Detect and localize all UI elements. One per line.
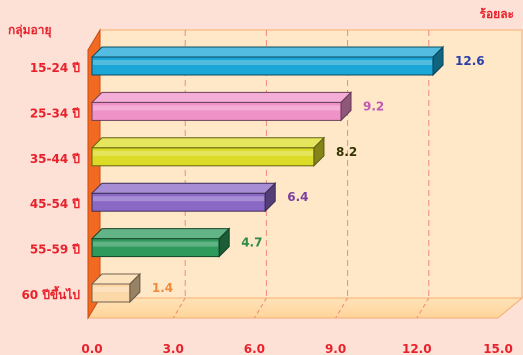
bar-highlight xyxy=(93,105,341,111)
category-label: 15-24 ปี xyxy=(30,61,81,75)
tick-label: 9.0 xyxy=(325,342,346,355)
tick-label: 12.0 xyxy=(402,342,432,355)
gridline-floor xyxy=(416,297,430,319)
bar xyxy=(90,272,142,304)
bar-top xyxy=(90,46,445,58)
bar-front xyxy=(91,56,434,76)
bar-front xyxy=(91,283,131,303)
bar-top xyxy=(90,91,353,103)
bar xyxy=(90,227,231,258)
bar-end xyxy=(340,91,352,122)
bar-top xyxy=(90,137,326,149)
bar-end xyxy=(129,272,141,304)
bar-front xyxy=(91,192,266,212)
bar-end xyxy=(218,227,230,258)
bar-end xyxy=(432,45,444,77)
data-label: 1.4 xyxy=(152,281,173,295)
tick-label: 6.0 xyxy=(244,342,265,355)
bar-highlight xyxy=(93,150,313,156)
bar-highlight xyxy=(93,287,129,292)
category-label: 25-34 ปี xyxy=(30,106,81,120)
bar-end xyxy=(264,181,276,213)
y-axis-title: กลุ่มอายุ xyxy=(8,23,52,38)
data-label: 8.2 xyxy=(336,145,357,159)
category-label: 45-54 ปี xyxy=(30,197,81,211)
x-axis-title: ร้อยละ xyxy=(480,7,514,21)
category-label: 60 ปีขึ้นไป xyxy=(21,285,80,302)
data-label: 9.2 xyxy=(363,99,384,113)
bar xyxy=(90,45,445,77)
plot-floor xyxy=(87,297,523,319)
bar-highlight xyxy=(93,60,433,65)
category-label: 35-44 ปี xyxy=(30,152,81,166)
bar-highlight xyxy=(93,241,219,247)
bar xyxy=(90,91,353,122)
gridline-floor xyxy=(335,297,349,319)
tick-label: 15.0 xyxy=(483,342,513,355)
gridline-floor xyxy=(172,297,186,319)
bar-front xyxy=(91,147,315,167)
bar xyxy=(90,181,277,213)
category-label: 55-59 ปี xyxy=(30,243,81,257)
data-label: 12.6 xyxy=(455,54,485,68)
gridline-floor xyxy=(253,297,267,319)
bar-front xyxy=(91,238,220,258)
tick-label: 3.0 xyxy=(163,342,184,355)
bar-highlight xyxy=(93,196,265,202)
data-label: 4.7 xyxy=(241,236,262,250)
bar-end xyxy=(313,136,325,168)
bar-front xyxy=(91,101,342,121)
bar-top xyxy=(90,182,277,194)
bar xyxy=(90,136,326,168)
bar-top xyxy=(90,228,231,240)
tick-label: 0.0 xyxy=(81,342,102,355)
data-label: 6.4 xyxy=(287,190,308,204)
